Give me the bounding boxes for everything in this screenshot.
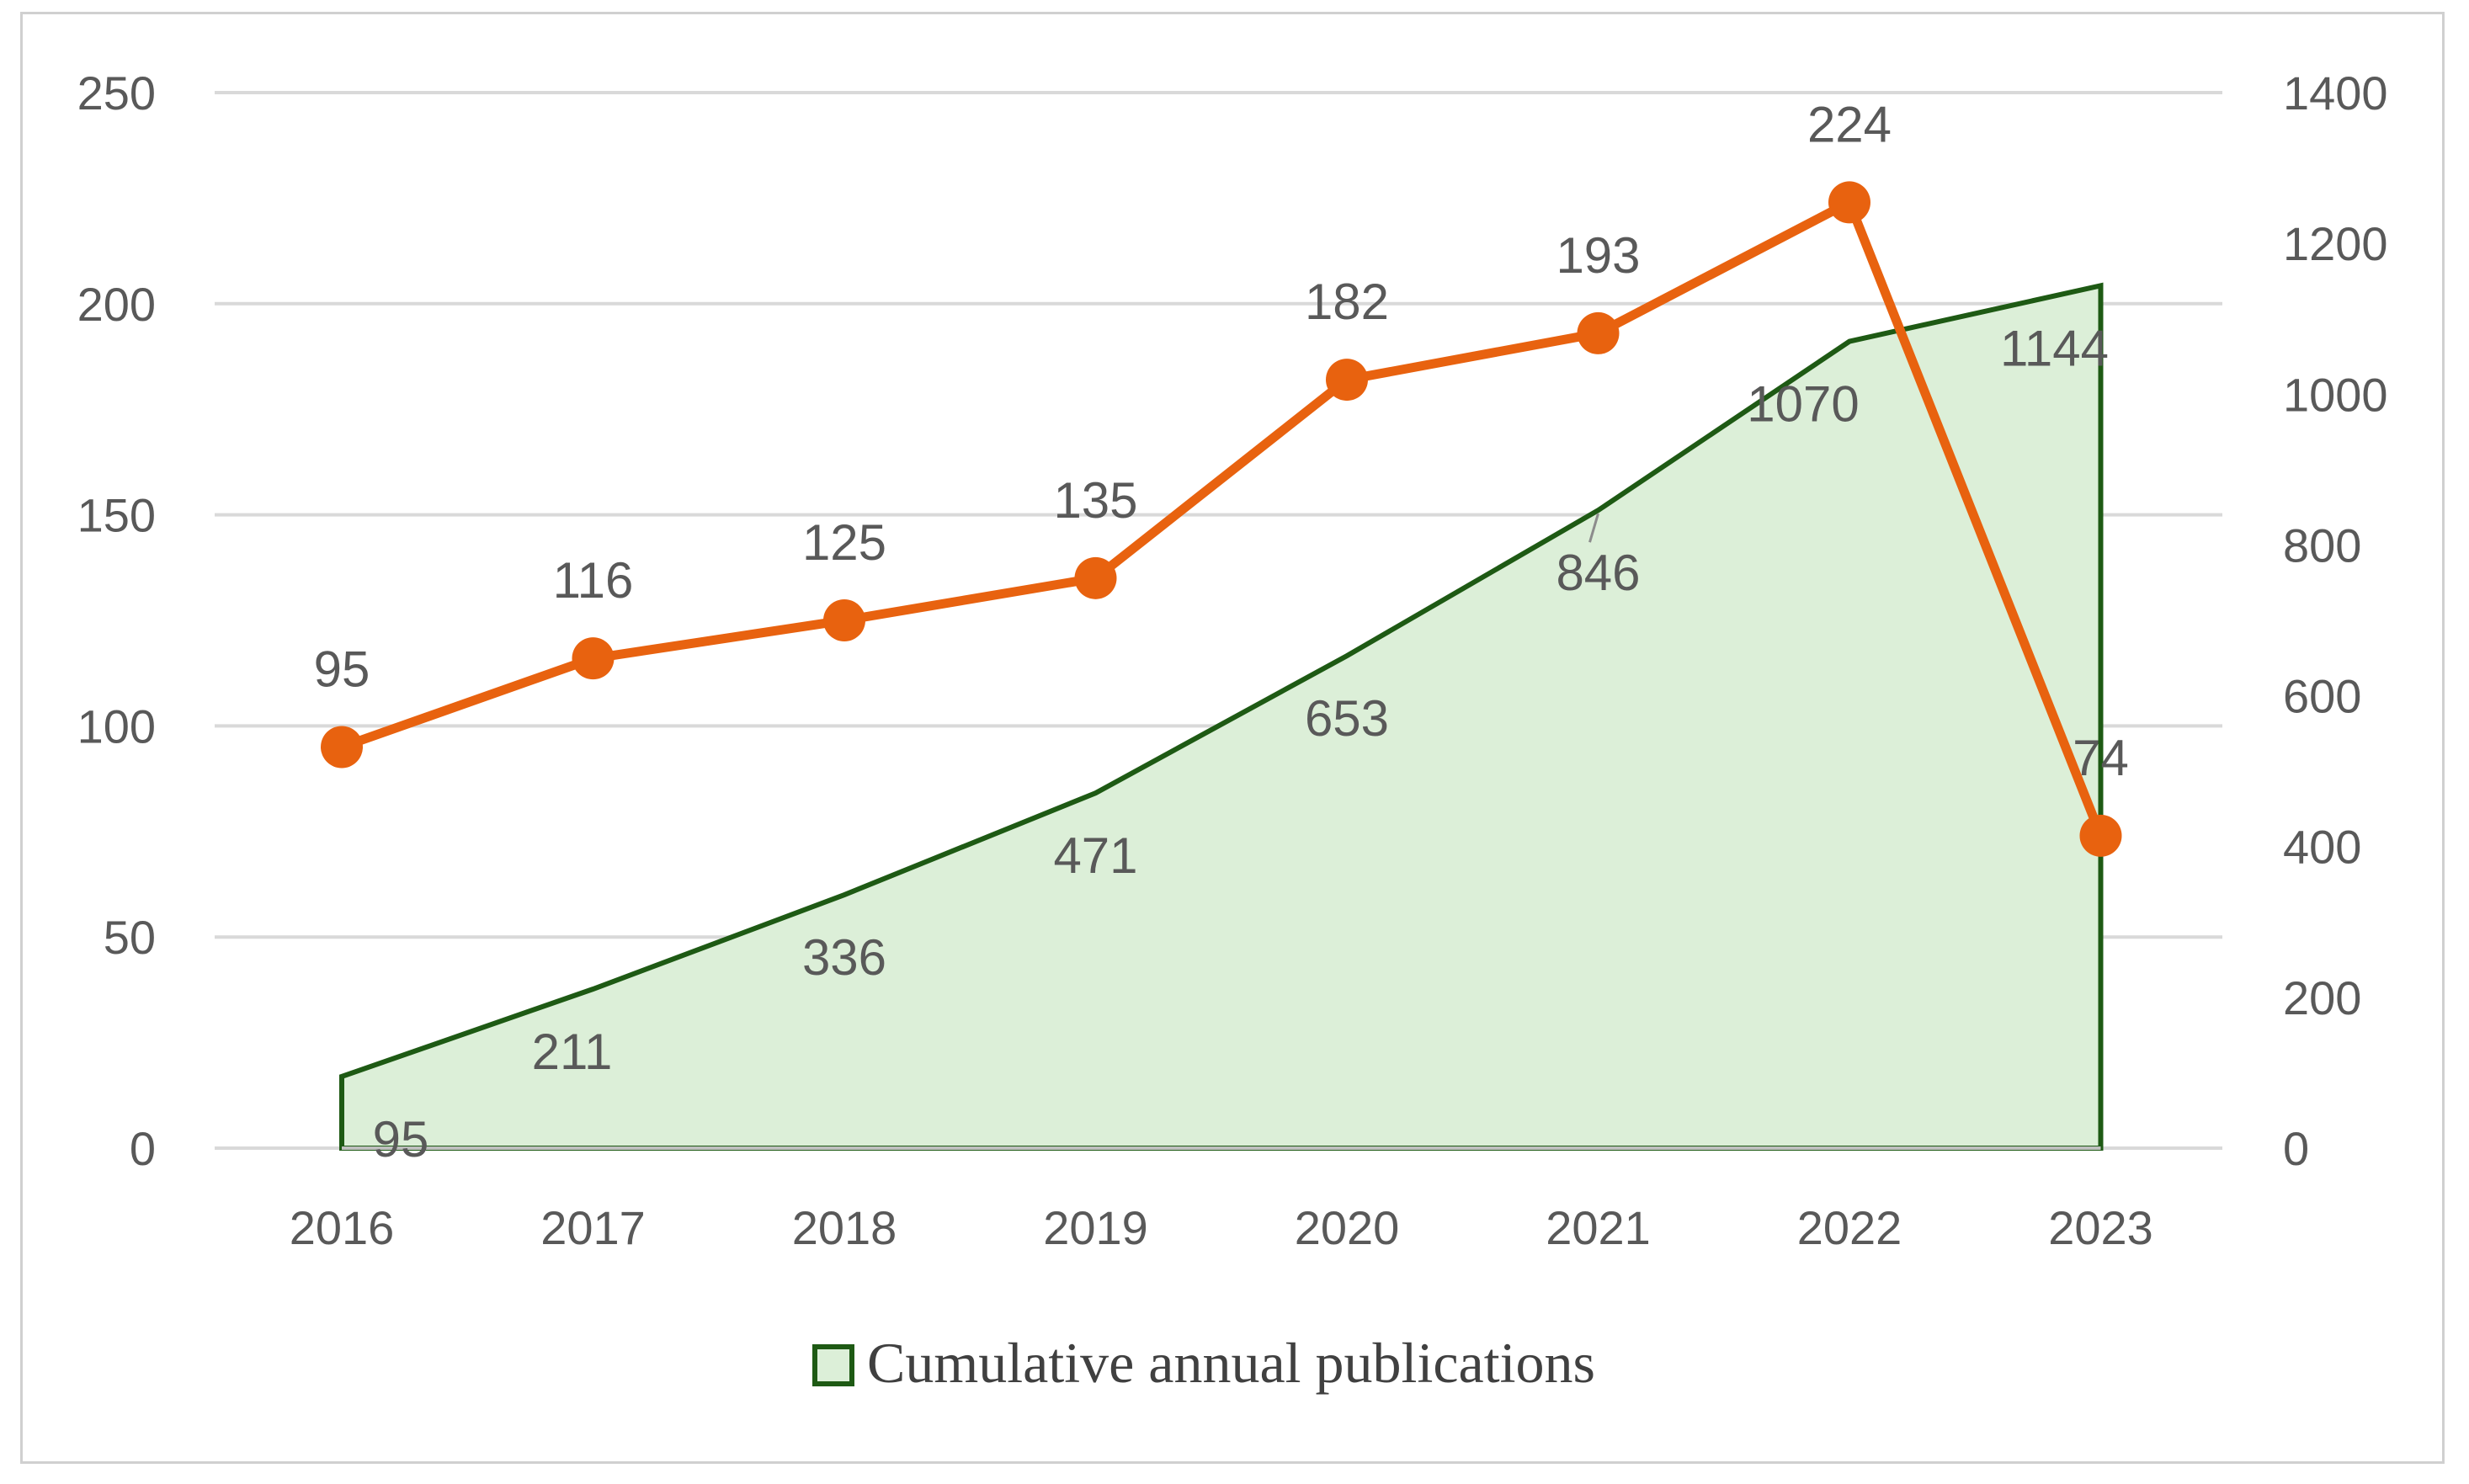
- annual-data-label: 95: [314, 641, 370, 697]
- annual-data-label: 125: [802, 514, 886, 571]
- annual-point: [1326, 359, 1368, 402]
- annual-point: [1074, 556, 1117, 599]
- x-axis-tick: 2021: [1546, 1201, 1651, 1254]
- annual-data-labels: 95 116 125 135 182 193 224 74: [314, 96, 2129, 785]
- left-axis-tick: 250: [77, 66, 156, 120]
- right-axis-tick: 1000: [2283, 368, 2388, 421]
- cumulative-area-series: [339, 282, 2104, 1151]
- x-axis-tick: 2023: [2048, 1201, 2153, 1254]
- right-axis-tick: 1200: [2283, 217, 2388, 270]
- cumulative-data-label: 1070: [1747, 376, 1859, 433]
- annual-data-label: 193: [1556, 227, 1640, 284]
- annual-line: [340, 197, 2105, 838]
- right-axis-tick: 1400: [2283, 66, 2388, 120]
- legend-swatch: [812, 1344, 854, 1386]
- x-axis-tick: 2017: [540, 1201, 646, 1254]
- right-axis-tick: 200: [2283, 971, 2361, 1024]
- left-axis-tick: 150: [77, 489, 156, 542]
- x-axis-tick: 2022: [1797, 1201, 1902, 1254]
- cumulative-area: [339, 282, 2104, 1151]
- left-axis-tick: 0: [130, 1122, 156, 1175]
- annual-data-label: 182: [1305, 274, 1389, 330]
- left-axis-tick: 100: [77, 699, 156, 753]
- cumulative-data-label: 211: [532, 1024, 613, 1080]
- cumulative-data-label: 95: [373, 1111, 429, 1168]
- annual-data-label: 224: [1807, 96, 1892, 152]
- cumulative-data-label: 471: [1053, 827, 1137, 884]
- legend-label: Cumulative annual publications: [867, 1331, 1595, 1395]
- cumulative-data-label: 846: [1556, 545, 1640, 601]
- right-y-axis: 0 200 400 600 800 1000 1200 1400: [2283, 66, 2388, 1175]
- annual-point: [2079, 814, 2122, 857]
- x-axis-tick: 2019: [1043, 1201, 1148, 1254]
- annual-data-label: 74: [2073, 730, 2129, 786]
- x-axis-tick: 2016: [290, 1201, 395, 1254]
- right-axis-tick: 0: [2283, 1122, 2309, 1175]
- legend: Cumulative annual publications: [812, 1331, 1595, 1395]
- cumulative-data-label: 1144: [2000, 320, 2109, 376]
- annual-point: [1577, 311, 1620, 354]
- annual-point: [823, 599, 865, 641]
- right-axis-tick: 600: [2283, 670, 2361, 723]
- right-axis-tick: 400: [2283, 821, 2361, 874]
- x-axis-tick: 2020: [1295, 1201, 1400, 1254]
- x-axis-tick: 2018: [792, 1201, 897, 1254]
- annual-point: [321, 726, 363, 769]
- cumulative-data-labels: 95 211 336 471 653 846 1070 1144: [373, 320, 2109, 1168]
- label-leader-line: [1588, 513, 1599, 543]
- x-axis: 2016 2017 2018 2019 2020 2021 2022 2023: [290, 1201, 2153, 1254]
- right-axis-tick: 800: [2283, 519, 2361, 572]
- cumulative-data-label: 336: [802, 929, 886, 986]
- annual-data-label: 116: [553, 552, 634, 609]
- annual-data-label: 135: [1053, 472, 1137, 529]
- annual-line-series: [321, 181, 2122, 857]
- left-y-axis: 0 50 100 150 200 250: [77, 66, 156, 1175]
- cumulative-data-label: 653: [1305, 690, 1389, 747]
- annual-point: [1828, 181, 1870, 224]
- left-axis-tick: 200: [77, 278, 156, 331]
- left-axis-tick: 50: [104, 911, 156, 964]
- annual-point: [572, 637, 615, 680]
